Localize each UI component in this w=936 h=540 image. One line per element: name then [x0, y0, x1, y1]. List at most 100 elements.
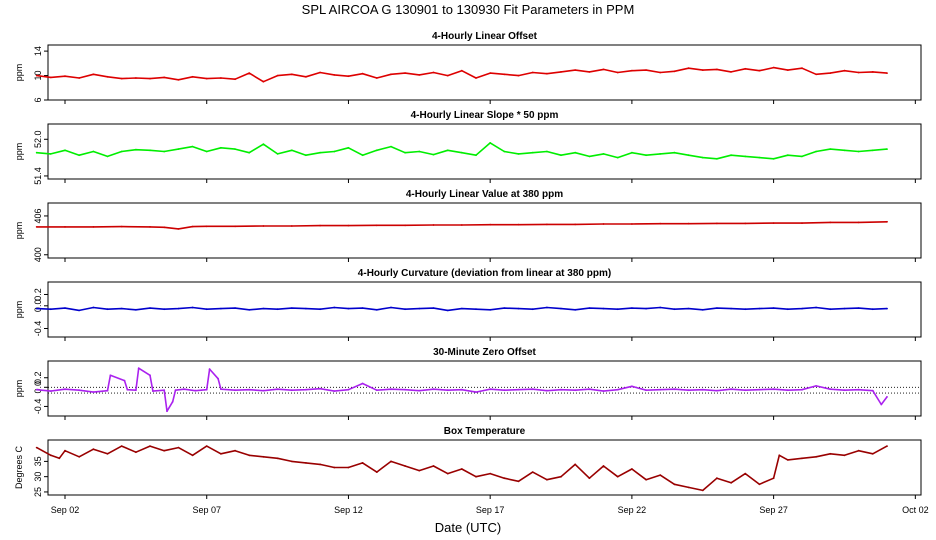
- data-point-value380: [716, 222, 718, 225]
- panel-slope: 4-Hourly Linear Slope * 50 ppm 51.4 52.0 pp…: [14, 110, 922, 185]
- data-point-curvature: [248, 308, 251, 311]
- data-point-curvature: [588, 307, 591, 309]
- data-point-curvature: [716, 307, 718, 309]
- data-point-slope: [205, 150, 208, 153]
- data-point-curvature: [35, 307, 38, 310]
- data-point-zero: [126, 388, 129, 391]
- y-tick-label-zero: 0.2: [33, 371, 43, 384]
- data-point-curvature: [744, 308, 747, 311]
- data-point-boxtemp: [390, 460, 392, 463]
- data-point-value380: [149, 226, 151, 228]
- data-point-offset: [744, 67, 747, 70]
- data-point-slope: [177, 148, 180, 151]
- data-point-offset: [616, 71, 619, 74]
- data-point-offset: [673, 70, 676, 73]
- data-point-curvature: [616, 308, 619, 311]
- data-point-zero: [347, 388, 350, 391]
- data-point-boxtemp: [602, 465, 605, 467]
- data-point-zero: [208, 368, 211, 370]
- data-point-boxtemp: [829, 452, 832, 455]
- data-point-slope: [347, 146, 350, 149]
- x-tick-label: Sep 02: [51, 505, 80, 515]
- data-point-offset: [333, 74, 336, 76]
- data-point-curvature: [92, 306, 95, 309]
- data-point-curvature: [432, 307, 435, 309]
- data-point-zero: [673, 388, 676, 391]
- data-point-zero: [886, 396, 888, 398]
- data-point-curvature: [177, 307, 180, 310]
- data-point-value380: [659, 222, 662, 225]
- data-point-zero: [744, 389, 747, 392]
- data-point-curvature: [404, 308, 406, 311]
- data-point-boxtemp: [404, 465, 406, 467]
- y-tick-label-zero: -0.4: [33, 399, 43, 415]
- data-point-boxtemp: [475, 475, 477, 478]
- data-point-value380: [375, 224, 378, 227]
- data-point-boxtemp: [758, 483, 761, 486]
- data-point-slope: [758, 156, 761, 159]
- data-point-boxtemp: [135, 451, 137, 454]
- data-point-slope: [687, 154, 690, 157]
- data-point-value380: [234, 225, 237, 228]
- data-point-boxtemp: [588, 477, 591, 480]
- data-point-slope: [120, 150, 123, 153]
- data-point-zero: [220, 388, 222, 391]
- data-point-zero: [276, 388, 279, 391]
- data-point-offset: [78, 77, 81, 79]
- data-point-value380: [64, 226, 66, 228]
- data-point-offset: [92, 73, 95, 76]
- data-point-slope: [730, 154, 732, 157]
- data-point-slope: [191, 145, 194, 148]
- data-point-boxtemp: [248, 454, 251, 457]
- data-point-boxtemp: [418, 469, 421, 472]
- data-point-slope: [503, 150, 506, 153]
- data-point-zero: [248, 388, 251, 391]
- data-point-curvature: [64, 307, 66, 309]
- data-point-slope: [588, 155, 591, 158]
- data-point-zero: [531, 388, 534, 391]
- y-tick-label-curvature: 0.2: [33, 288, 43, 301]
- data-point-slope: [659, 153, 662, 155]
- data-point-offset: [772, 66, 775, 69]
- data-point-boxtemp: [645, 478, 647, 481]
- data-point-boxtemp: [49, 454, 52, 457]
- data-point-zero: [78, 389, 81, 392]
- data-point-boxtemp: [361, 462, 364, 464]
- data-point-boxtemp: [531, 471, 534, 473]
- data-point-value380: [120, 225, 123, 228]
- data-point-value380: [574, 223, 577, 226]
- data-point-curvature: [163, 308, 166, 311]
- panel-boxtemp: Box Temperature 25 30 35 Degrees C: [14, 426, 922, 499]
- data-point-boxtemp: [92, 448, 95, 451]
- data-point-offset: [588, 71, 591, 73]
- data-point-zero: [174, 389, 177, 392]
- data-point-curvature: [319, 308, 321, 311]
- data-point-curvature: [602, 307, 605, 310]
- data-point-offset: [489, 72, 492, 74]
- data-point-boxtemp: [120, 445, 123, 447]
- data-point-zero: [290, 389, 293, 392]
- data-point-zero: [602, 390, 605, 392]
- data-point-slope: [163, 150, 166, 153]
- data-point-slope: [432, 153, 435, 156]
- y-tick-label-boxtemp: 30: [33, 472, 43, 482]
- data-point-value380: [290, 225, 293, 227]
- data-point-slope: [404, 151, 406, 154]
- data-point-offset: [49, 76, 52, 79]
- data-point-zero: [489, 388, 492, 391]
- data-point-value380: [687, 222, 690, 225]
- data-point-offset: [645, 69, 647, 71]
- data-point-value380: [319, 224, 321, 227]
- data-point-zero: [701, 388, 704, 391]
- data-point-zero: [687, 389, 690, 392]
- data-point-slope: [616, 156, 619, 159]
- data-point-boxtemp: [801, 457, 803, 460]
- data-point-curvature: [276, 308, 279, 311]
- data-point-zero: [404, 388, 406, 391]
- data-point-slope: [106, 155, 109, 158]
- data-point-slope: [645, 154, 647, 157]
- data-point-slope: [319, 151, 321, 154]
- data-point-value380: [262, 225, 265, 227]
- data-point-curvature: [475, 308, 477, 311]
- data-point-slope: [49, 153, 52, 155]
